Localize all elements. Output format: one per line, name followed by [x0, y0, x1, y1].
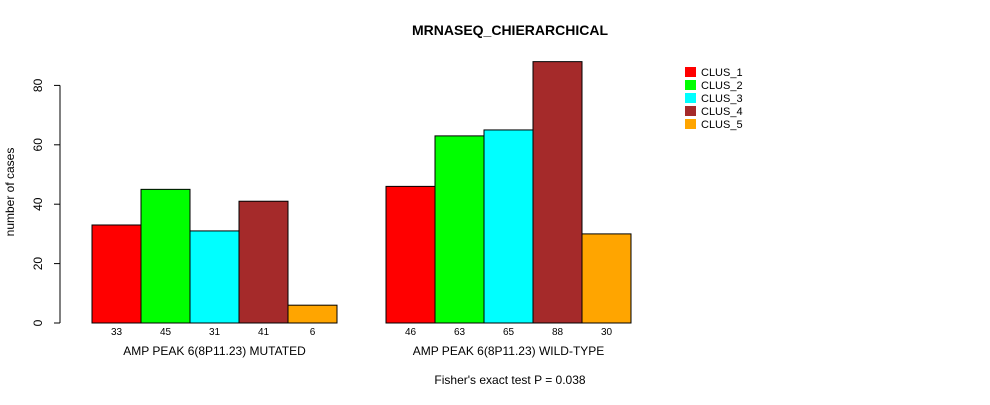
- count-labels-group: 33 45 31 41 6 46 63 65 88 30: [111, 327, 613, 338]
- bar-clus-1-group-1: [91, 224, 142, 324]
- category-label: AMP PEAK 6(8P11.23) MUTATED: [123, 344, 306, 358]
- bar-count-label: 33: [111, 327, 123, 338]
- legend-label: CLUS_4: [701, 106, 743, 118]
- bar-clus-5-group-1: [287, 304, 338, 324]
- legend-swatch-clus-5: [685, 119, 696, 129]
- bar-count-label: 6: [310, 327, 316, 338]
- legend-label: CLUS_5: [701, 119, 743, 131]
- bar-count-label: 46: [405, 327, 417, 338]
- bar-clus-3-group-2: [483, 129, 534, 324]
- bar-clus-4-group-2: [532, 61, 583, 324]
- bar-count-label: 31: [209, 327, 221, 338]
- category-label: AMP PEAK 6(8P11.23) WILD-TYPE: [413, 344, 605, 358]
- bar-clus-2-group-1: [140, 188, 191, 324]
- bar-clus-5-group-2: [581, 233, 632, 324]
- y-tick-label: 0: [31, 319, 45, 326]
- bar-count-label: 41: [258, 327, 270, 338]
- legend-swatch-clus-3: [685, 93, 696, 103]
- bar-count-label: 63: [454, 327, 466, 338]
- y-tick-label: 40: [31, 197, 45, 211]
- category-labels-group: AMP PEAK 6(8P11.23) MUTATED AMP PEAK 6(8P…: [123, 344, 604, 358]
- bar-count-label: 88: [552, 327, 564, 338]
- y-axis: 0 20 40 60 80: [31, 78, 61, 326]
- y-tick-label: 80: [31, 78, 45, 92]
- legend-label: CLUS_1: [701, 67, 743, 79]
- legend-label: CLUS_3: [701, 93, 743, 105]
- bar-clus-4-group-1: [238, 200, 289, 324]
- bars-group: [91, 61, 632, 324]
- bar-clus-1-group-2: [385, 185, 436, 324]
- legend-swatch-clus-2: [685, 80, 696, 90]
- bar-count-label: 45: [160, 327, 172, 338]
- legend-label: CLUS_2: [701, 80, 743, 92]
- y-tick-label: 60: [31, 138, 45, 152]
- bar-count-label: 65: [503, 327, 515, 338]
- fisher-test-footnote: Fisher's exact test P = 0.038: [434, 373, 585, 387]
- legend-swatch-clus-1: [685, 67, 696, 77]
- y-axis-label: number of cases: [3, 148, 17, 237]
- chart-title: MRNASEQ_CHIERARCHICAL: [412, 22, 608, 38]
- bar-clus-2-group-2: [434, 135, 485, 324]
- y-tick-label: 20: [31, 257, 45, 271]
- legend-swatch-clus-4: [685, 106, 696, 116]
- bar-count-label: 30: [601, 327, 613, 338]
- bar-clus-3-group-1: [189, 230, 240, 324]
